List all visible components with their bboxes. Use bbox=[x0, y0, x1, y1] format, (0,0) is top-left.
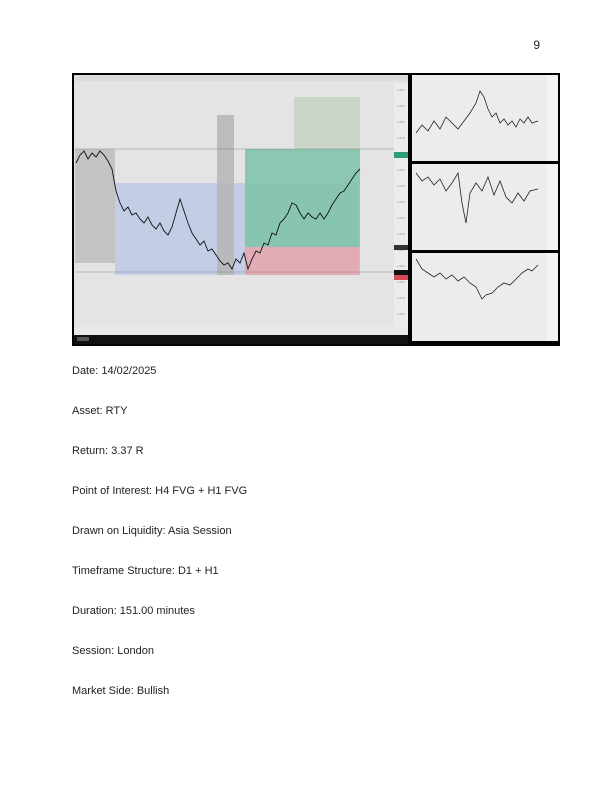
svg-text:2,270: 2,270 bbox=[397, 136, 405, 140]
liquidity-value: Asia Session bbox=[168, 525, 232, 537]
liquidity-label: Drawn on Liquidity bbox=[72, 525, 163, 537]
main-time-axis bbox=[74, 327, 408, 335]
svg-text:2,220: 2,220 bbox=[397, 216, 405, 220]
timeframe-structure-label: Timeframe Structure bbox=[72, 565, 172, 577]
asset-value: RTY bbox=[105, 405, 128, 417]
timeframe-structure-value: D1 + H1 bbox=[177, 565, 219, 577]
market-side-label: Market Side bbox=[72, 685, 131, 697]
trade-details: Date: 14/02/2025 Asset: RTY Return: 3.37… bbox=[72, 364, 542, 724]
htf-chart-pane-3 bbox=[412, 253, 558, 341]
date-value: 14/02/2025 bbox=[101, 365, 157, 377]
svg-text:2,290: 2,290 bbox=[397, 104, 405, 108]
duration-label: Duration bbox=[72, 605, 114, 617]
liquidity-field: Drawn on Liquidity: Asia Session bbox=[72, 525, 232, 537]
svg-text:2,180: 2,180 bbox=[397, 280, 405, 284]
market-side-value: Bullish bbox=[136, 685, 170, 697]
page-number: 9 bbox=[533, 38, 540, 52]
timeframe-window-box bbox=[217, 115, 234, 275]
target-box bbox=[294, 97, 360, 149]
duration-value: 151.00 minutes bbox=[119, 605, 195, 617]
svg-text:2,250: 2,250 bbox=[397, 168, 405, 172]
broker-logo bbox=[77, 337, 89, 341]
point-of-interest-value: H4 FVG + H1 FVG bbox=[155, 485, 248, 497]
duration-field: Duration: 151.00 minutes bbox=[72, 605, 195, 617]
timeframe-structure-field: Timeframe Structure: D1 + H1 bbox=[72, 565, 219, 577]
svg-text:2,240: 2,240 bbox=[397, 184, 405, 188]
point-of-interest-label: Point of Interest bbox=[72, 485, 150, 497]
profit-zone bbox=[245, 149, 360, 247]
svg-text:2,170: 2,170 bbox=[397, 296, 405, 300]
return-value: 3.37 R bbox=[111, 445, 144, 457]
return-field: Return: 3.37 R bbox=[72, 445, 144, 457]
htf-chart-pane-1 bbox=[412, 75, 558, 161]
svg-text:2,190: 2,190 bbox=[397, 264, 405, 268]
session-label: Session bbox=[72, 645, 112, 657]
session-field: Session: London bbox=[72, 645, 154, 657]
svg-text:2,280: 2,280 bbox=[397, 120, 405, 124]
svg-text:2,300: 2,300 bbox=[397, 88, 405, 92]
market-side-field: Market Side: Bullish bbox=[72, 685, 170, 697]
chart-header bbox=[74, 75, 408, 81]
asset-field: Asset: RTY bbox=[72, 405, 128, 417]
session-value: London bbox=[117, 645, 154, 657]
date-field: Date: 14/02/2025 bbox=[72, 365, 157, 377]
point-of-interest-field: Point of Interest: H4 FVG + H1 FVG bbox=[72, 485, 248, 497]
asia-range-box bbox=[75, 149, 115, 263]
asset-label: Asset bbox=[72, 405, 100, 417]
svg-text:2,160: 2,160 bbox=[397, 312, 405, 316]
date-label: Date bbox=[72, 365, 96, 377]
return-label: Return bbox=[72, 445, 106, 457]
svg-text:2,230: 2,230 bbox=[397, 200, 405, 204]
svg-text:2,210: 2,210 bbox=[397, 232, 405, 236]
htf-chart-pane-2 bbox=[412, 164, 558, 250]
stop-loss-zone bbox=[245, 247, 360, 275]
